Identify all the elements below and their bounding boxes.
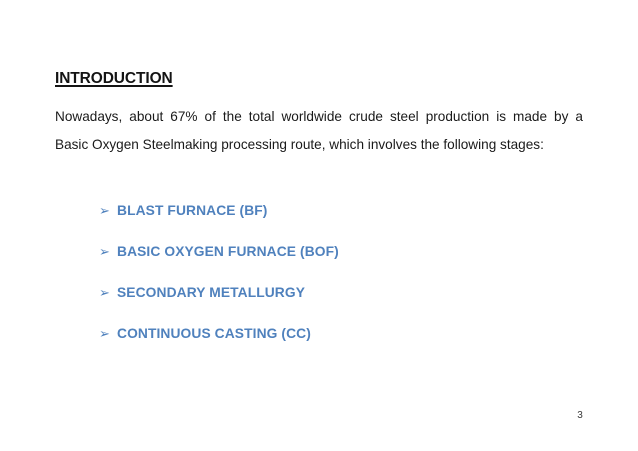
slide-title: INTRODUCTION (55, 70, 173, 87)
paragraph-line-1: Nowadays, about 67% of the total worldwi… (55, 109, 583, 124)
arrow-bullet-icon: ➢ (99, 285, 110, 300)
list-item-label: BASIC OXYGEN FURNACE (BOF) (117, 244, 339, 259)
list-item-label: SECONDARY METALLURGY (117, 285, 306, 300)
list-item-basic-oxygen-furnace: ➢ BASIC OXYGEN FURNACE (BOF) (99, 244, 339, 262)
arrow-bullet-icon: ➢ (99, 244, 110, 259)
intro-paragraph: Nowadays, about 67% of the total worldwi… (55, 103, 583, 159)
list-item-blast-furnace: ➢ BLAST FURNACE (BF) (99, 203, 339, 221)
page-number: 3 (577, 410, 583, 421)
list-item-label: BLAST FURNACE (BF) (117, 203, 268, 218)
arrow-bullet-icon: ➢ (99, 203, 110, 218)
list-item-secondary-metallurgy: ➢ SECONDARY METALLURGY (99, 285, 339, 303)
paragraph-line-2: Basic Oxygen Steelmaking processing rout… (55, 137, 544, 152)
arrow-bullet-icon: ➢ (99, 326, 110, 341)
list-item-label: CONTINUOUS CASTING (CC) (117, 326, 311, 341)
stages-list: ➢ BLAST FURNACE (BF) ➢ BASIC OXYGEN FURN… (99, 203, 339, 367)
list-item-continuous-casting: ➢ CONTINUOUS CASTING (CC) (99, 326, 339, 344)
